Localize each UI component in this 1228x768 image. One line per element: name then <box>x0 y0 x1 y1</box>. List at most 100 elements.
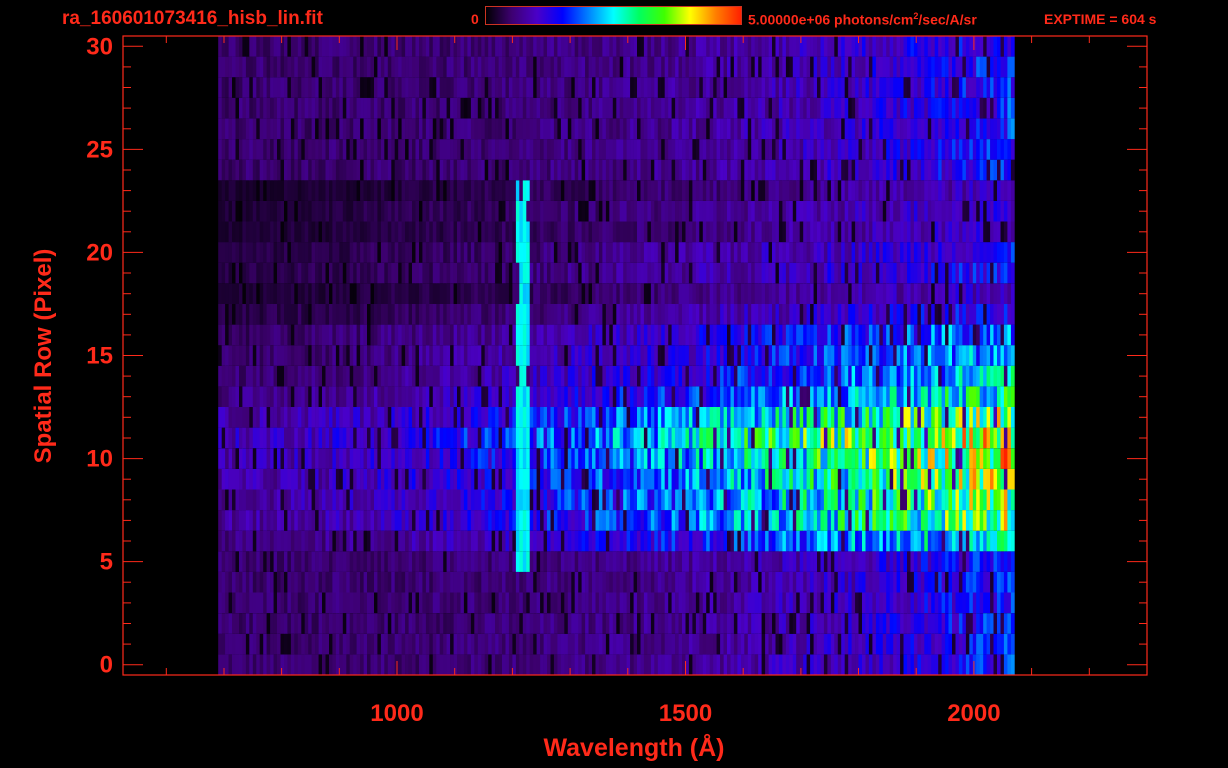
heatmap-cell <box>360 242 364 263</box>
heatmap-cell <box>650 530 655 552</box>
heatmap-cell <box>585 345 589 366</box>
heatmap-cell <box>661 613 665 634</box>
heatmap-cell <box>242 386 247 407</box>
heatmap-cell <box>927 468 932 490</box>
heatmap-cell <box>415 365 420 387</box>
heatmap-cell <box>557 345 562 366</box>
heatmap-cell <box>256 427 261 449</box>
heatmap-cell <box>740 654 745 675</box>
heatmap-cell <box>1010 262 1015 284</box>
heatmap-cell <box>277 345 281 366</box>
heatmap-cell <box>806 427 811 449</box>
heatmap-cell <box>837 468 842 490</box>
heatmap-cell <box>502 324 506 346</box>
heatmap-cell <box>491 448 496 469</box>
heatmap-cell <box>882 468 887 490</box>
heatmap-cell <box>443 468 447 490</box>
heatmap-cell <box>346 386 351 407</box>
heatmap-cell <box>280 427 285 449</box>
heatmap-cell <box>796 489 800 511</box>
heatmap-cell <box>1000 407 1005 428</box>
heatmap-cell <box>654 510 659 531</box>
heatmap-cell <box>495 427 499 449</box>
heatmap-cell <box>380 571 385 593</box>
heatmap-cell <box>730 489 735 511</box>
heatmap-cell <box>311 283 316 304</box>
heatmap-cell <box>792 304 797 325</box>
heatmap-cell <box>311 530 316 552</box>
heatmap-cell <box>515 489 520 511</box>
heatmap-cell <box>986 633 991 655</box>
heatmap-cell <box>862 262 866 284</box>
heatmap-cell <box>332 324 337 346</box>
heatmap-cell <box>581 242 586 263</box>
heatmap-cell <box>550 633 555 655</box>
heatmap-cell <box>675 530 679 552</box>
heatmap-cell <box>682 283 686 304</box>
heatmap-cell <box>647 242 652 263</box>
heatmap-cell <box>855 407 859 428</box>
heatmap-cell <box>595 242 600 263</box>
heatmap-cell <box>657 592 662 614</box>
heatmap-cell <box>955 510 960 531</box>
heatmap-cell <box>571 613 576 634</box>
heatmap-cell <box>557 551 562 572</box>
heatmap-cell <box>619 551 624 572</box>
heatmap-cell <box>401 386 406 407</box>
heatmap-cell <box>952 242 956 263</box>
heatmap-cell <box>543 654 548 675</box>
heatmap-cell <box>889 633 894 655</box>
heatmap-cell <box>245 365 250 387</box>
heatmap-cell <box>374 386 378 407</box>
heatmap-cell <box>772 262 776 284</box>
heatmap-cell <box>463 592 468 614</box>
heatmap-cell <box>823 654 828 675</box>
heatmap-cell <box>969 633 974 655</box>
heatmap-cell <box>865 283 870 304</box>
heatmap-cell <box>927 551 932 572</box>
heatmap-cell <box>315 530 319 552</box>
heatmap-cell <box>571 551 576 572</box>
heatmap-cell <box>287 407 292 428</box>
heatmap-cell <box>360 324 364 346</box>
heatmap-cell <box>425 489 430 511</box>
heatmap-cell <box>578 407 582 428</box>
heatmap-cell <box>515 262 520 284</box>
heatmap-cell <box>848 304 852 325</box>
heatmap-cell <box>232 345 236 366</box>
heatmap-cell <box>761 592 766 614</box>
heatmap-cell <box>242 633 247 655</box>
heatmap-cell <box>619 427 624 449</box>
heatmap-cell <box>557 592 562 614</box>
heatmap-cell <box>979 530 984 552</box>
heatmap-cell <box>827 551 832 572</box>
heatmap-cell <box>713 386 717 407</box>
heatmap-cell <box>349 365 354 387</box>
heatmap-cell <box>747 345 752 366</box>
heatmap-cell <box>1000 262 1005 284</box>
heatmap-cell <box>581 571 586 593</box>
heatmap-cell <box>294 510 299 531</box>
heatmap-cell <box>287 592 292 614</box>
heatmap-cell <box>882 324 887 346</box>
heatmap-cell <box>875 613 880 634</box>
heatmap-cell <box>598 324 603 346</box>
heatmap-cell <box>927 592 932 614</box>
heatmap-cell <box>574 386 579 407</box>
heatmap-cell <box>557 283 562 304</box>
heatmap-cell <box>384 510 389 531</box>
heatmap-cell <box>425 304 430 325</box>
heatmap-cell <box>515 510 520 531</box>
heatmap-cell <box>311 551 316 572</box>
heatmap-cell <box>657 427 662 449</box>
heatmap-cell <box>751 448 755 469</box>
heatmap-cell <box>467 324 472 346</box>
heatmap-cell <box>775 530 780 552</box>
heatmap-cell <box>927 427 932 449</box>
heatmap-cell <box>983 510 987 531</box>
heatmap-cell <box>834 427 839 449</box>
heatmap-cell <box>958 654 963 675</box>
heatmap-cell <box>823 427 828 449</box>
heatmap-cell <box>682 592 686 614</box>
heatmap-cell <box>491 304 496 325</box>
